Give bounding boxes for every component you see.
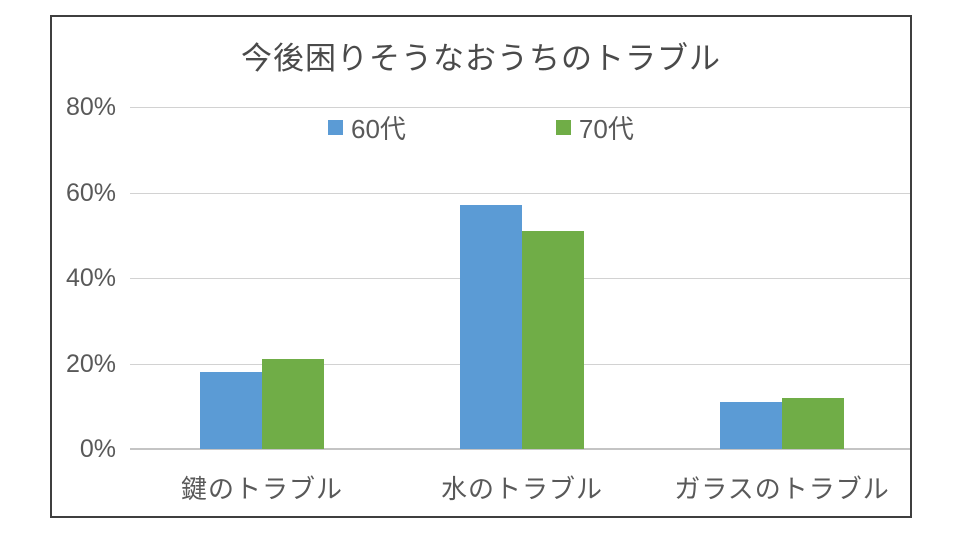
chart-frame: 今後困りそうなおうちのトラブル 60代 70代 0% 20% 40% 60% 80% 鍵… — [50, 15, 912, 518]
bar-series1-cat0 — [262, 359, 324, 449]
bar-series1-cat2 — [782, 397, 844, 449]
legend-swatch-60s-icon — [328, 120, 343, 135]
legend-swatch-70s-icon — [555, 120, 571, 135]
bar-series1-cat1 — [522, 230, 584, 449]
chart-title: 今後困りそうなおうちのトラブル — [241, 41, 721, 76]
x-category-label-0: 鍵のトラブル — [180, 474, 343, 504]
y-tick-label-0: 0% — [79, 435, 116, 463]
legend-label-60s: 60代 — [351, 114, 406, 144]
x-category-label-1: 水のトラブル — [440, 474, 603, 504]
legend-item-60s: 60代 — [328, 109, 406, 146]
y-tick-label-80: 80% — [65, 93, 116, 121]
bar-series0-cat0 — [200, 372, 262, 449]
legend-item-70s: 70代 — [555, 109, 634, 146]
y-tick-label-60: 60% — [65, 178, 116, 207]
gridline-60 — [130, 192, 910, 194]
y-tick-label-40: 40% — [65, 264, 116, 292]
legend-label-70s: 70代 — [578, 114, 634, 144]
bar-series0-cat2 — [720, 401, 782, 449]
gridline-80 — [130, 107, 910, 108]
bar-series0-cat1 — [460, 205, 522, 449]
y-tick-label-20: 20% — [65, 349, 116, 378]
chart-legend: 60代 70代 — [328, 109, 634, 146]
gridline-0 — [130, 448, 910, 450]
plot-area — [130, 107, 910, 450]
x-category-label-2: ガラスのトラブル — [674, 474, 890, 504]
